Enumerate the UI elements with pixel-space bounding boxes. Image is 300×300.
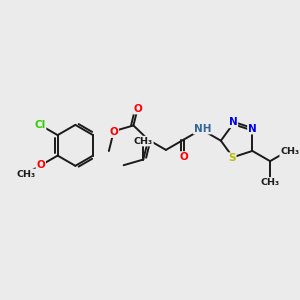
Text: CH₃: CH₃ <box>16 169 35 178</box>
Text: N: N <box>248 124 257 134</box>
Text: O: O <box>36 160 45 170</box>
Text: O: O <box>179 152 188 162</box>
Text: N: N <box>229 117 237 127</box>
Text: Cl: Cl <box>34 120 46 130</box>
Text: S: S <box>228 153 236 163</box>
Text: O: O <box>110 127 118 137</box>
Text: NH: NH <box>194 124 211 134</box>
Text: CH₃: CH₃ <box>134 136 153 146</box>
Text: O: O <box>133 103 142 114</box>
Text: CH₃: CH₃ <box>260 178 280 187</box>
Text: CH₃: CH₃ <box>280 148 299 157</box>
